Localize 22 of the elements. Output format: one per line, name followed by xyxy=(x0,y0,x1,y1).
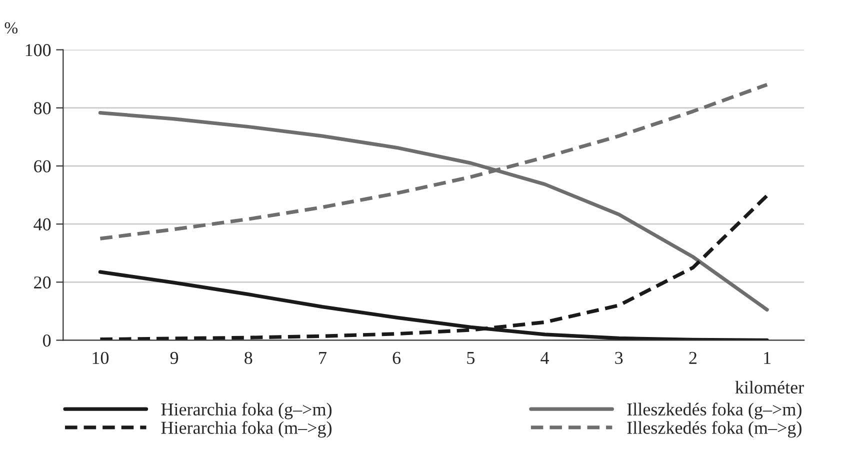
x-tick-label: 6 xyxy=(392,352,401,364)
y-tick-label: 100 xyxy=(26,44,51,56)
x-tick-label: 4 xyxy=(540,352,550,364)
legend-label: Illeszkedés foka (m–>g) xyxy=(627,421,802,438)
x-tick-label: 3 xyxy=(615,352,623,364)
x-tick-label: 9 xyxy=(170,352,178,364)
y-tick-label: 80 xyxy=(34,102,51,114)
y-tick-label: 60 xyxy=(34,160,51,172)
y-axis-title: % xyxy=(4,22,18,34)
x-tick-label: 1 xyxy=(764,352,770,364)
legend-label: Illeszkedés foka (g–>m) xyxy=(627,402,802,420)
x-tick-label: 7 xyxy=(319,352,326,364)
legend-label: Hierarchia foka (m–>g) xyxy=(161,421,332,438)
x-axis-title: kilométer xyxy=(735,380,804,394)
x-tick-label: 5 xyxy=(467,352,474,364)
y-tick-label: 40 xyxy=(34,218,51,230)
y-tick-label: 20 xyxy=(34,276,51,289)
x-tick-label: 2 xyxy=(689,352,696,364)
y-tick-label: 0 xyxy=(43,334,51,347)
x-tick-label: 8 xyxy=(244,352,252,364)
x-tick-label: 10 xyxy=(92,352,109,364)
legend-label: Hierarchia foka (g–>m) xyxy=(161,402,332,420)
